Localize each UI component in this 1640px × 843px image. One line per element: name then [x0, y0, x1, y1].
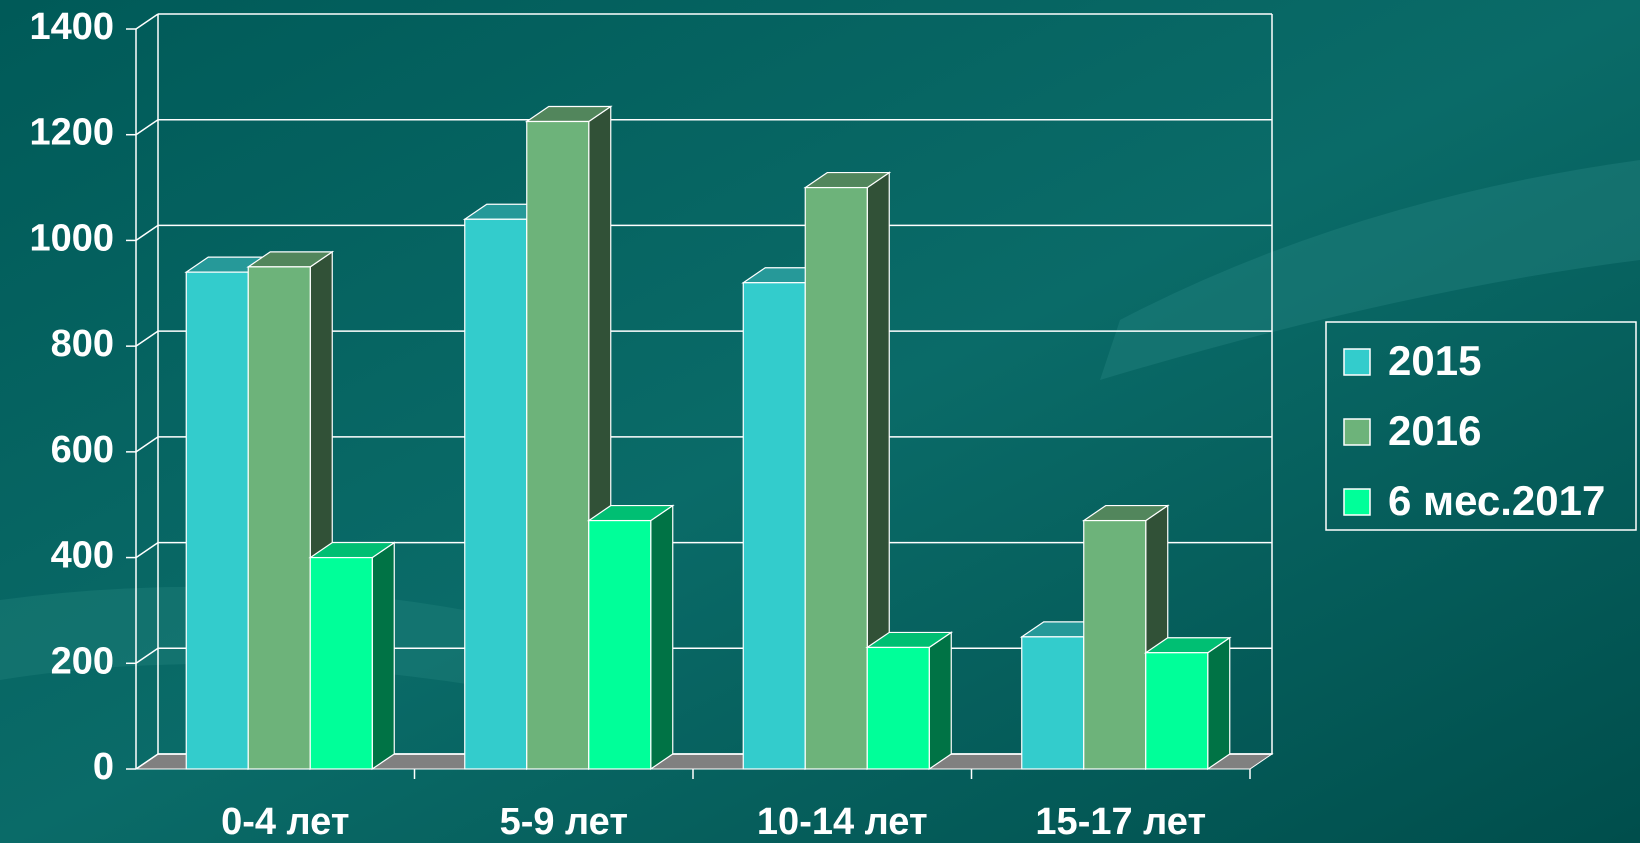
y-tick-label: 600: [51, 429, 114, 471]
bar: [1145, 652, 1209, 770]
x-tick-label: 15-17 лет: [1035, 801, 1206, 843]
legend-label: 2016: [1388, 407, 1481, 454]
legend-label: 2015: [1388, 337, 1481, 384]
legend-swatch: [1343, 348, 1371, 376]
bar: [309, 556, 373, 770]
y-tick-label: 1200: [29, 112, 114, 154]
bar: [588, 519, 652, 770]
bar-side: [1207, 636, 1231, 771]
bar: [185, 271, 249, 770]
legend-box: [1325, 321, 1637, 531]
x-tick-label: 0-4 лет: [221, 801, 349, 843]
legend-swatch: [1343, 488, 1371, 516]
grid-line: [135, 541, 159, 559]
bar-side: [371, 541, 395, 771]
grid-line: [135, 119, 159, 136]
bar: [804, 186, 868, 770]
bar: [247, 266, 311, 770]
bar: [464, 218, 528, 770]
grid-line: [135, 13, 159, 30]
y-tick-label: 1400: [29, 6, 114, 48]
x-tick-label: 10-14 лет: [757, 801, 928, 843]
y-tick-label: 1000: [29, 217, 114, 259]
y-tick-label: 800: [51, 323, 114, 365]
bar-side: [650, 504, 674, 771]
grid-line: [135, 224, 159, 242]
bar: [742, 282, 806, 770]
y-tick-label: 0: [93, 746, 114, 788]
background-swoosh: [1100, 160, 1640, 380]
y-tick-label: 400: [51, 535, 114, 577]
bar: [866, 646, 930, 770]
grid-line: [135, 436, 159, 453]
grid-line: [135, 753, 159, 770]
legend-swatch: [1343, 418, 1371, 446]
bar: [1021, 636, 1085, 770]
grid-line: [135, 647, 159, 664]
bar: [526, 120, 590, 770]
x-tick-label: 5-9 лет: [500, 801, 628, 843]
bar: [1083, 519, 1147, 770]
grid-line: [135, 330, 159, 347]
bar-side: [928, 631, 952, 771]
y-tick-label: 200: [51, 640, 114, 682]
legend-label: 6 мес.2017: [1388, 477, 1605, 524]
